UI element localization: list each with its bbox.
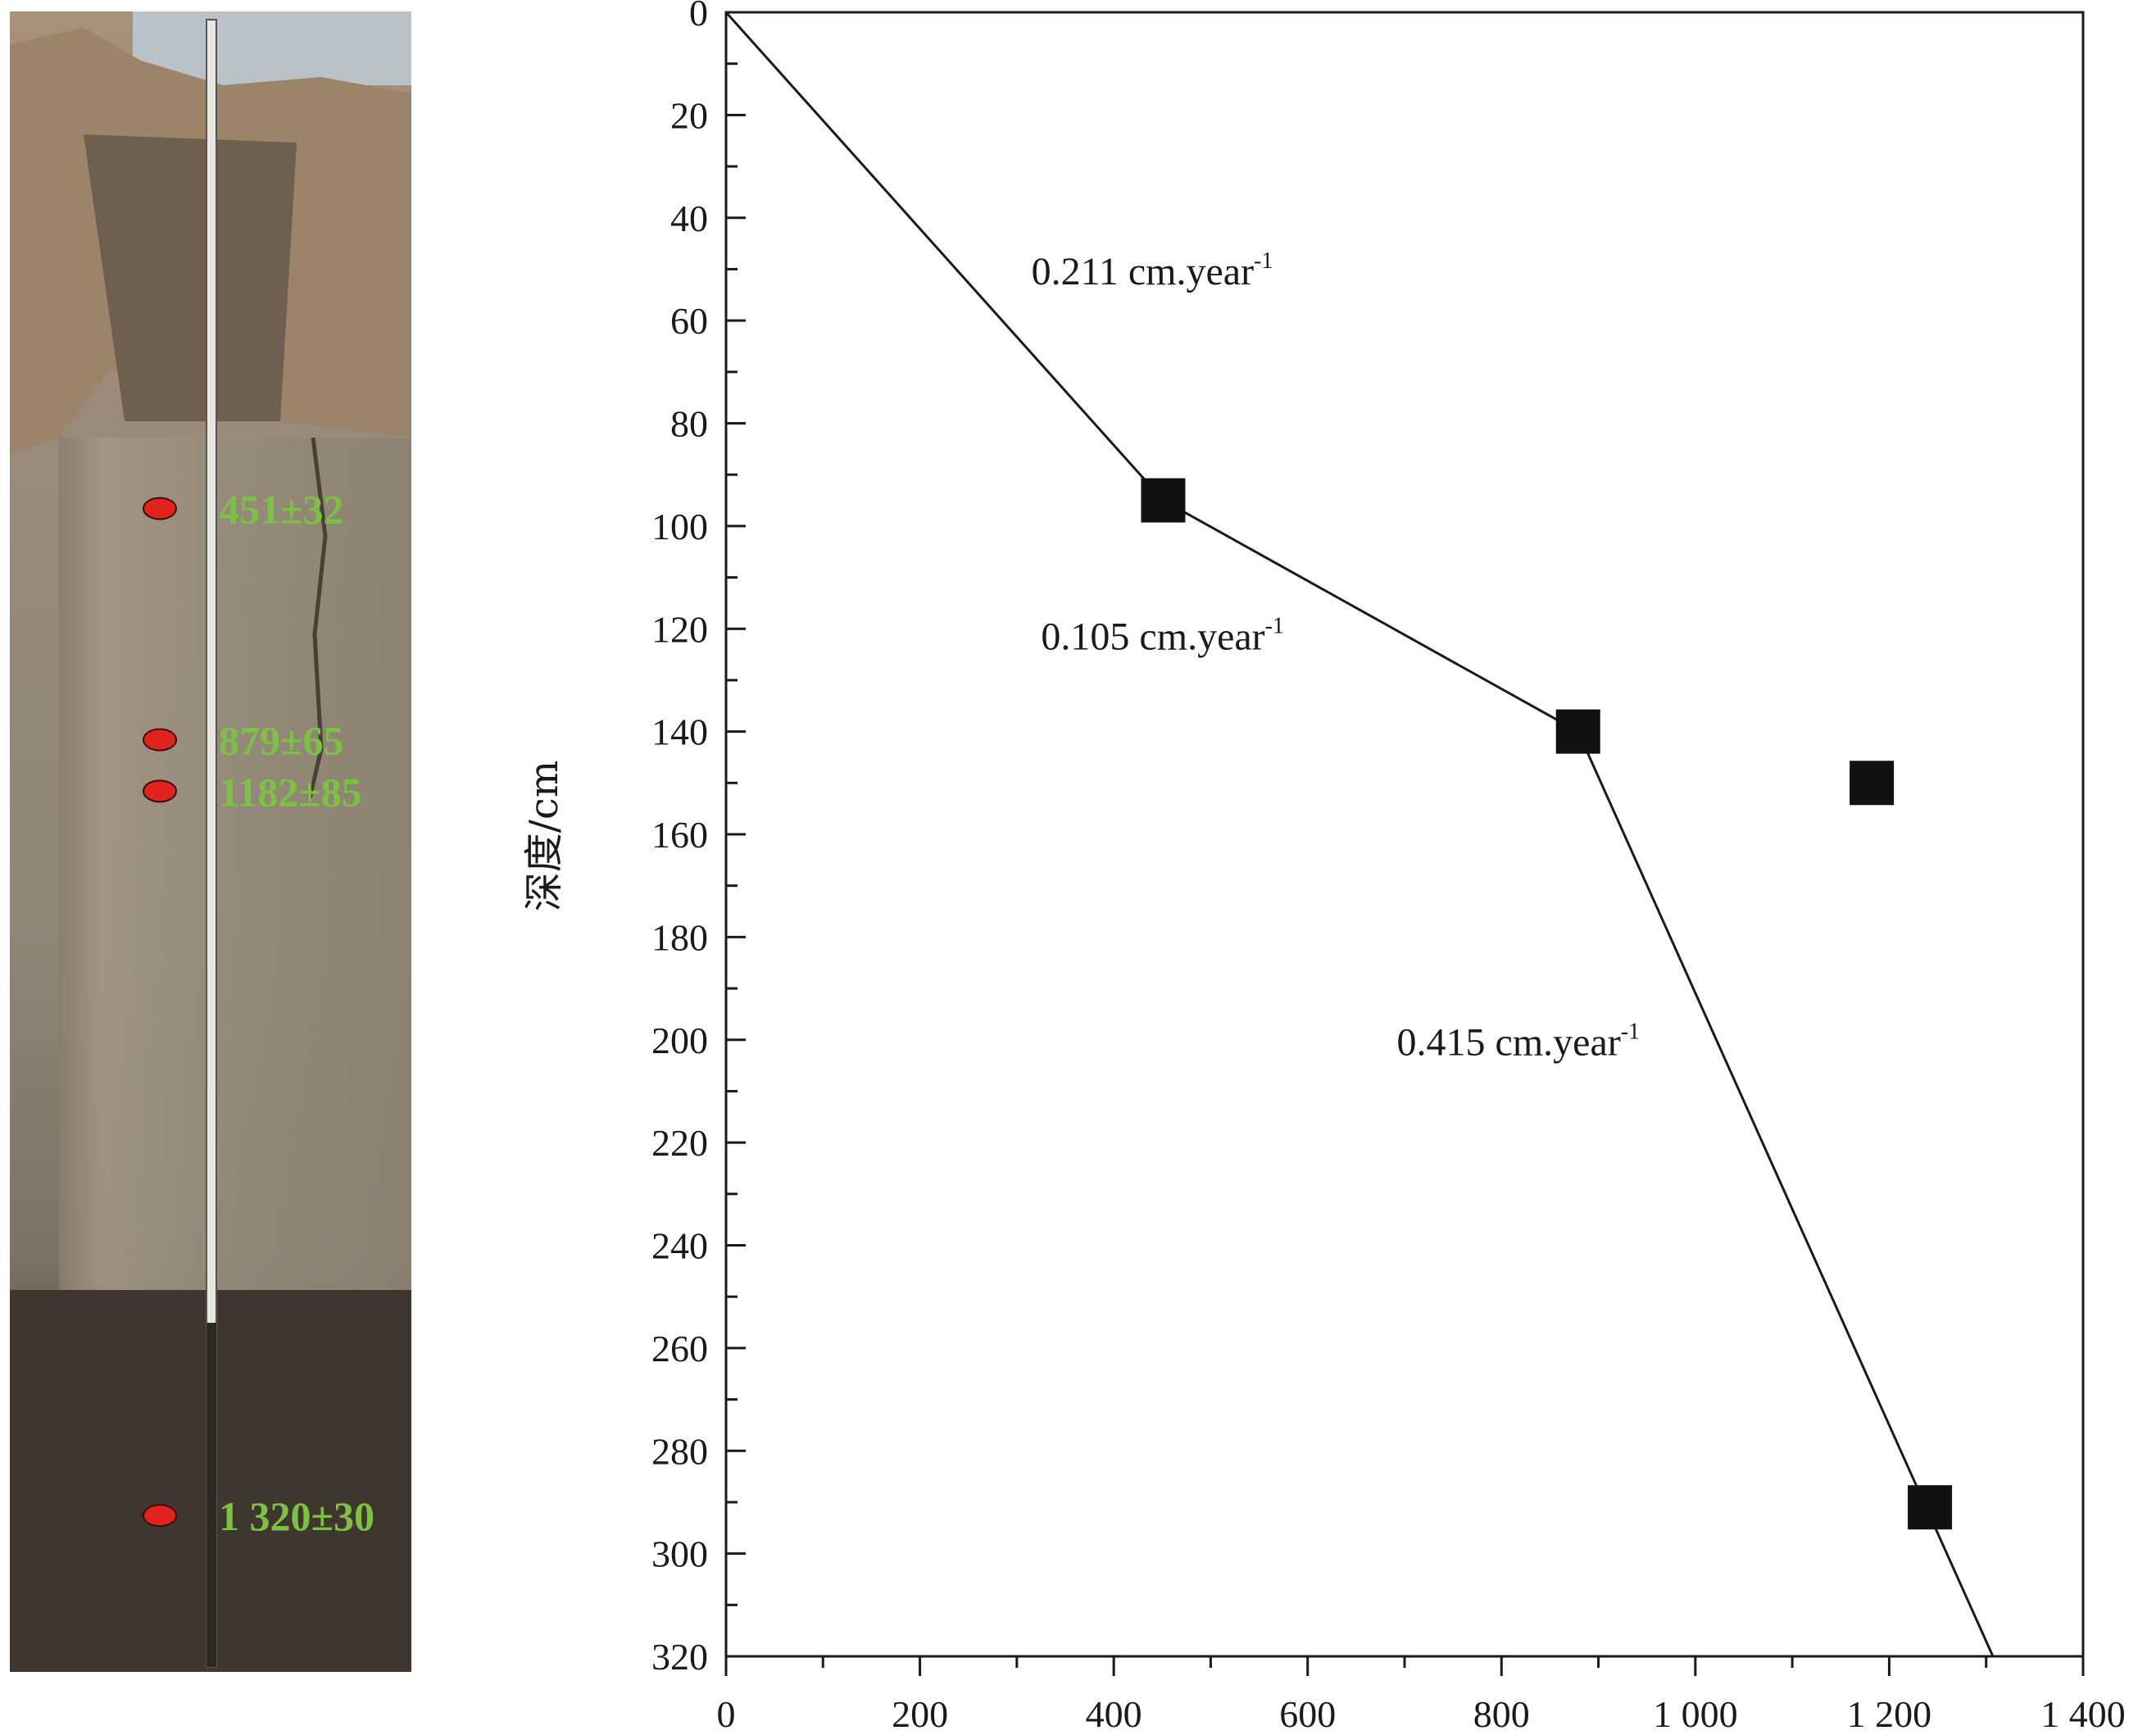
fit-line xyxy=(724,11,1995,1657)
sample-age-label: 451±32 xyxy=(219,487,343,533)
rate-annotation: 0.415 cm.year-1 xyxy=(1397,1020,1641,1065)
rate-annotation-text: 0.105 cm.year xyxy=(1041,615,1264,658)
rate-annotation: 0.105 cm.year-1 xyxy=(1041,613,1284,658)
y-tick-label: 200 xyxy=(651,1020,708,1061)
rate-annotation-text: 0.415 cm.year xyxy=(1397,1021,1621,1065)
x-tick-label: 400 xyxy=(1086,1693,1142,1735)
y-tick-label: 300 xyxy=(651,1533,708,1575)
y-tick-label: 40 xyxy=(670,198,708,239)
sample-marker xyxy=(143,497,177,520)
sample-age-label: 1 320±30 xyxy=(219,1493,374,1539)
rate-annotation-superscript: -1 xyxy=(1254,248,1273,274)
x-tick-label: 600 xyxy=(1279,1693,1336,1735)
y-tick-label: 260 xyxy=(651,1328,708,1369)
sample-marker xyxy=(143,779,177,803)
profile-wall xyxy=(59,438,411,1339)
sample-age-label: 879±65 xyxy=(219,718,343,764)
x-tick-label: 0 xyxy=(717,1693,736,1735)
y-tick-label: 320 xyxy=(651,1636,708,1678)
x-tick-label: 1 200 xyxy=(1847,1693,1932,1735)
plot-frame xyxy=(724,11,2085,1658)
y-tick-label: 220 xyxy=(651,1122,708,1164)
y-tick-label: 80 xyxy=(670,403,708,445)
y-tick-label: 100 xyxy=(651,506,708,547)
y-tick-label: 120 xyxy=(651,608,708,650)
y-axis: 0 20 40 60 80 100 120 140 160 180 200 220 240 260 280 3… xyxy=(651,0,746,1678)
rate-annotation: 0.211 cm.year-1 xyxy=(1032,248,1273,293)
data-point xyxy=(1141,478,1186,523)
data-point xyxy=(1908,1485,1953,1530)
measuring-staff-lower xyxy=(207,1323,216,1667)
y-tick-label: 20 xyxy=(670,94,708,136)
sample-age-label: 1182±85 xyxy=(219,769,362,815)
rate-annotation-text: 0.211 cm.year xyxy=(1032,250,1254,293)
soil-profile-photo: 451±32 879±65 1182±85 1 320±30 xyxy=(10,11,411,1672)
x-tick-label: 1 000 xyxy=(1653,1693,1738,1735)
x-tick-label: 1 400 xyxy=(2040,1693,2126,1735)
y-tick-label: 0 xyxy=(689,0,708,34)
data-points xyxy=(1141,478,1953,1530)
y-tick-label: 280 xyxy=(651,1430,708,1472)
y-tick-label: 240 xyxy=(651,1225,708,1267)
y-tick-label: 60 xyxy=(670,300,708,342)
pit-shadow xyxy=(84,134,297,421)
x-tick-label: 200 xyxy=(892,1693,948,1735)
rate-annotation-superscript: -1 xyxy=(1265,613,1284,638)
data-point xyxy=(1555,709,1600,754)
y-tick-label: 160 xyxy=(651,814,708,856)
x-axis: 0 200 400 600 800 1 000 1 200 1 400 xyxy=(717,1656,2126,1735)
y-tick-label: 180 xyxy=(651,916,708,958)
data-point xyxy=(1850,761,1895,806)
sample-marker xyxy=(143,1504,177,1528)
x-tick-label: 800 xyxy=(1473,1693,1530,1735)
rate-annotation-superscript: -1 xyxy=(1621,1020,1640,1045)
y-tick-label: 140 xyxy=(651,711,708,753)
crack xyxy=(307,437,328,799)
sample-marker xyxy=(143,728,177,752)
annotations: 0.211 cm.year-10.105 cm.year-10.415 cm.y… xyxy=(1032,248,1640,1064)
y-axis-label: 深度/cm xyxy=(521,761,567,912)
